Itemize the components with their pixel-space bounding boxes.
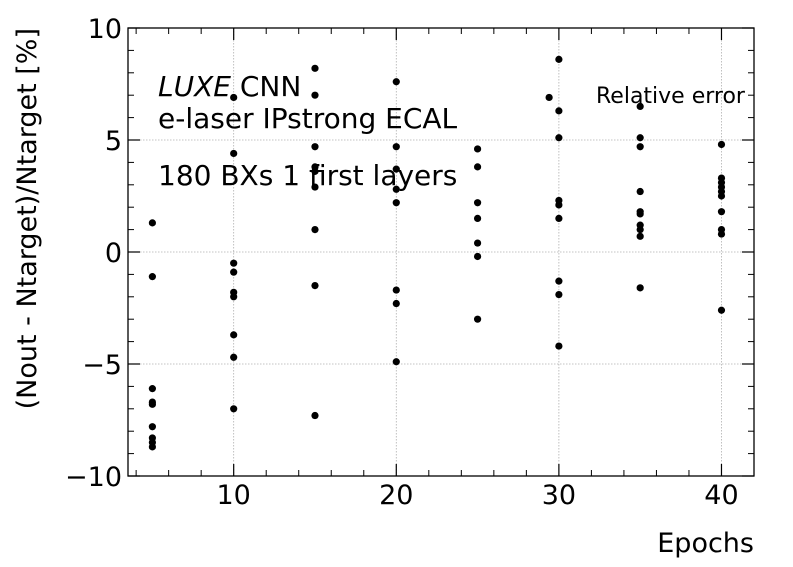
data-point	[545, 93, 553, 102]
data-point	[311, 64, 319, 72]
annotation-luxe: LUXE	[158, 70, 231, 103]
data-point	[311, 226, 319, 234]
grid-lines	[128, 28, 754, 476]
data-point	[717, 306, 726, 314]
x-tick-labels: 10 20 30 40	[217, 480, 739, 511]
data-point	[636, 102, 644, 110]
y-axis-label: (Nout - Ntarget)/Ntarget [%]	[12, 28, 43, 409]
data-point	[392, 78, 400, 86]
data-point	[230, 293, 238, 301]
data-point	[717, 230, 726, 238]
data-point	[148, 273, 156, 281]
data-point	[311, 167, 319, 175]
annotation-line1: LUXE CNN	[158, 70, 301, 103]
data-point	[230, 405, 238, 413]
data-point	[473, 252, 482, 261]
plot-frame	[127, 27, 755, 477]
data-point	[392, 199, 400, 207]
data-point	[636, 284, 644, 292]
data-point	[311, 183, 319, 191]
data-point	[392, 143, 400, 151]
minor-ticks	[128, 28, 755, 476]
x-tick-label: 30	[542, 480, 576, 511]
data-point	[148, 219, 156, 227]
legend-label: Relative error	[596, 84, 746, 109]
data-point	[392, 358, 400, 366]
y-tick-label: −5	[82, 350, 122, 381]
data-point	[392, 299, 400, 308]
data-point	[230, 268, 238, 276]
data-point	[148, 443, 156, 451]
y-tick-labels: −10 −5 0 5 10	[65, 14, 122, 493]
x-tick-label: 10	[217, 480, 251, 511]
data-point	[717, 208, 726, 216]
data-point	[473, 145, 482, 153]
data-point	[392, 185, 400, 193]
data-point	[473, 199, 482, 207]
x-tick-label: 40	[704, 480, 738, 511]
data-point	[555, 342, 563, 350]
data-point	[555, 277, 563, 285]
y-tick-label: −10	[65, 462, 122, 493]
annotation-cnn: CNN	[231, 70, 301, 103]
x-axis-label: Epochs	[657, 528, 754, 559]
annotation-line2: e-laser IPstrong ECAL	[158, 102, 458, 135]
data-point	[473, 239, 482, 247]
data-point	[148, 400, 156, 408]
data-point	[636, 226, 644, 234]
y-tick-label: 0	[105, 238, 122, 269]
data-point	[473, 315, 482, 323]
y-tick-label: 10	[88, 14, 122, 45]
data-point	[392, 165, 400, 173]
data-point	[311, 91, 319, 99]
data-point	[311, 143, 319, 151]
y-tick-label: 5	[105, 126, 122, 157]
x-tick-label: 20	[379, 480, 413, 511]
data-point	[636, 134, 644, 142]
data-point	[230, 259, 238, 267]
data-point	[311, 411, 319, 420]
data-point	[148, 385, 156, 393]
data-point	[473, 163, 482, 171]
data-point	[148, 423, 156, 431]
data-point	[230, 149, 238, 158]
data-points	[148, 55, 726, 451]
data-point	[555, 201, 563, 209]
data-point	[717, 140, 726, 149]
data-point	[636, 143, 644, 151]
data-point	[230, 353, 238, 361]
data-point	[230, 93, 238, 102]
data-point	[230, 331, 238, 339]
data-point	[555, 290, 563, 299]
data-point	[636, 187, 644, 196]
data-point	[555, 214, 563, 222]
data-point	[555, 134, 563, 142]
data-point	[311, 282, 319, 290]
data-point	[392, 286, 400, 294]
data-point	[555, 55, 563, 63]
data-point	[717, 192, 726, 200]
data-point	[473, 214, 482, 222]
data-point	[555, 107, 563, 115]
annotation-line3: 180 BXs 1 first layers	[158, 159, 457, 192]
data-point	[636, 210, 644, 218]
data-point	[636, 232, 644, 240]
